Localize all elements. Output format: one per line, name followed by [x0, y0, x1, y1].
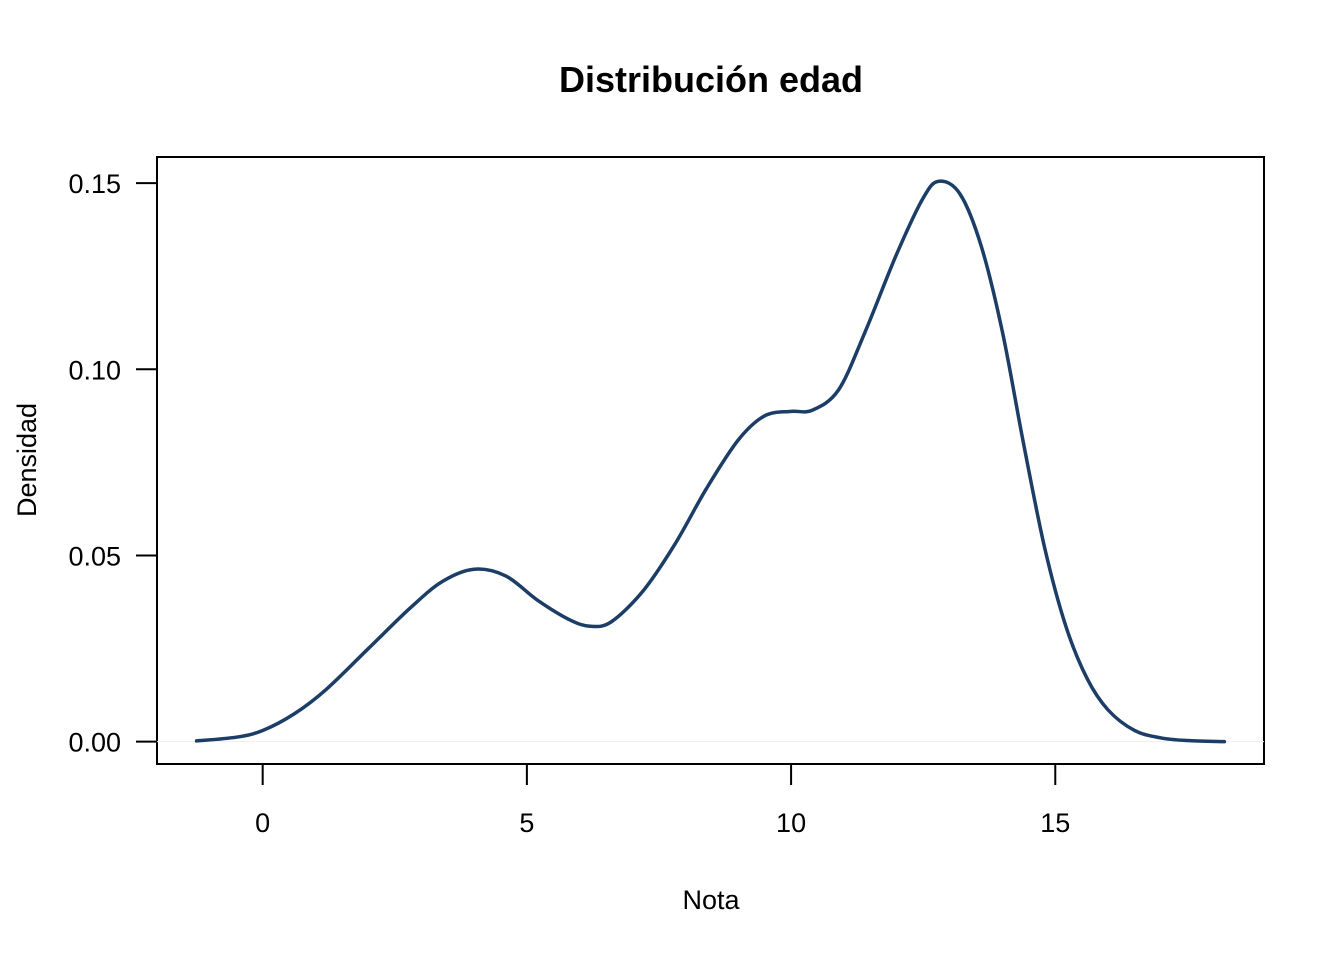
x-axis: 0 5 10 15	[255, 764, 1070, 838]
x-tick-label: 10	[776, 808, 806, 838]
x-tick-label: 15	[1040, 808, 1070, 838]
y-tick-label: 0.10	[68, 355, 121, 385]
plot-frame	[156, 156, 1265, 765]
y-tick-label: 0.05	[68, 541, 121, 571]
y-axis: 0.00 0.05 0.10 0.15	[68, 169, 157, 758]
y-tick-label: 0.15	[68, 169, 121, 199]
x-tick-label: 5	[519, 808, 534, 838]
density-curve	[194, 179, 1227, 744]
x-tick-label: 0	[255, 808, 270, 838]
y-tick-label: 0.00	[68, 728, 121, 758]
chart-title: Distribución edad	[559, 59, 863, 100]
y-axis-label: Densidad	[12, 403, 42, 517]
x-axis-label: Nota	[682, 885, 740, 915]
